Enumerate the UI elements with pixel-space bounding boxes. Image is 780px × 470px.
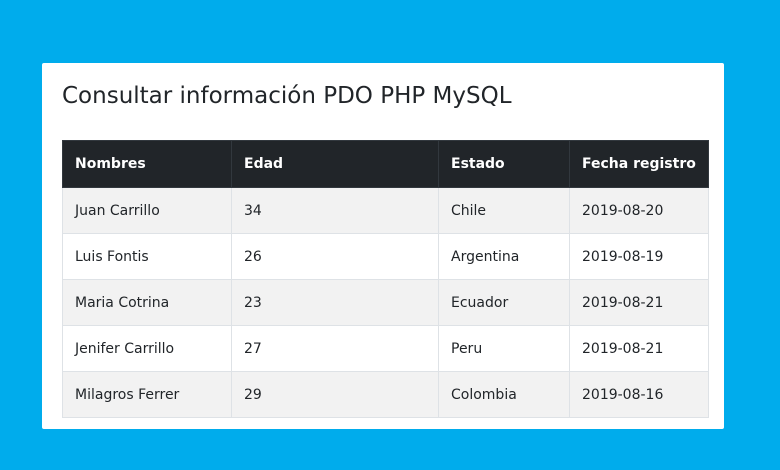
- page-title: Consultar información PDO PHP MySQL: [62, 83, 512, 109]
- content-card: Consultar información PDO PHP MySQL Nomb…: [42, 63, 724, 429]
- cell-fecha: 2019-08-16: [569, 371, 709, 418]
- cell-nombre: Luis Fontis: [62, 233, 232, 280]
- data-table: Nombres Edad Estado Fecha registro Juan …: [62, 140, 709, 418]
- cell-estado: Chile: [438, 187, 570, 234]
- cell-fecha: 2019-08-21: [569, 325, 709, 372]
- cell-edad: 34: [231, 187, 439, 234]
- cell-nombre: Milagros Ferrer: [62, 371, 232, 418]
- table-row: Maria Cotrina 23 Ecuador 2019-08-21: [62, 279, 709, 326]
- column-header-edad: Edad: [231, 140, 439, 188]
- cell-nombre: Jenifer Carrillo: [62, 325, 232, 372]
- cell-edad: 29: [231, 371, 439, 418]
- cell-fecha: 2019-08-20: [569, 187, 709, 234]
- cell-estado: Argentina: [438, 233, 570, 280]
- cell-edad: 26: [231, 233, 439, 280]
- cell-nombre: Juan Carrillo: [62, 187, 232, 234]
- cell-estado: Peru: [438, 325, 570, 372]
- table-row: Luis Fontis 26 Argentina 2019-08-19: [62, 233, 709, 280]
- table-header-row: Nombres Edad Estado Fecha registro: [62, 140, 709, 188]
- cell-fecha: 2019-08-19: [569, 233, 709, 280]
- cell-edad: 23: [231, 279, 439, 326]
- cell-nombre: Maria Cotrina: [62, 279, 232, 326]
- cell-edad: 27: [231, 325, 439, 372]
- column-header-fecha-registro: Fecha registro: [569, 140, 709, 188]
- cell-estado: Colombia: [438, 371, 570, 418]
- table-row: Juan Carrillo 34 Chile 2019-08-20: [62, 187, 709, 234]
- table-row: Jenifer Carrillo 27 Peru 2019-08-21: [62, 325, 709, 372]
- cell-fecha: 2019-08-21: [569, 279, 709, 326]
- column-header-nombres: Nombres: [62, 140, 232, 188]
- cell-estado: Ecuador: [438, 279, 570, 326]
- table-row: Milagros Ferrer 29 Colombia 2019-08-16: [62, 371, 709, 418]
- column-header-estado: Estado: [438, 140, 570, 188]
